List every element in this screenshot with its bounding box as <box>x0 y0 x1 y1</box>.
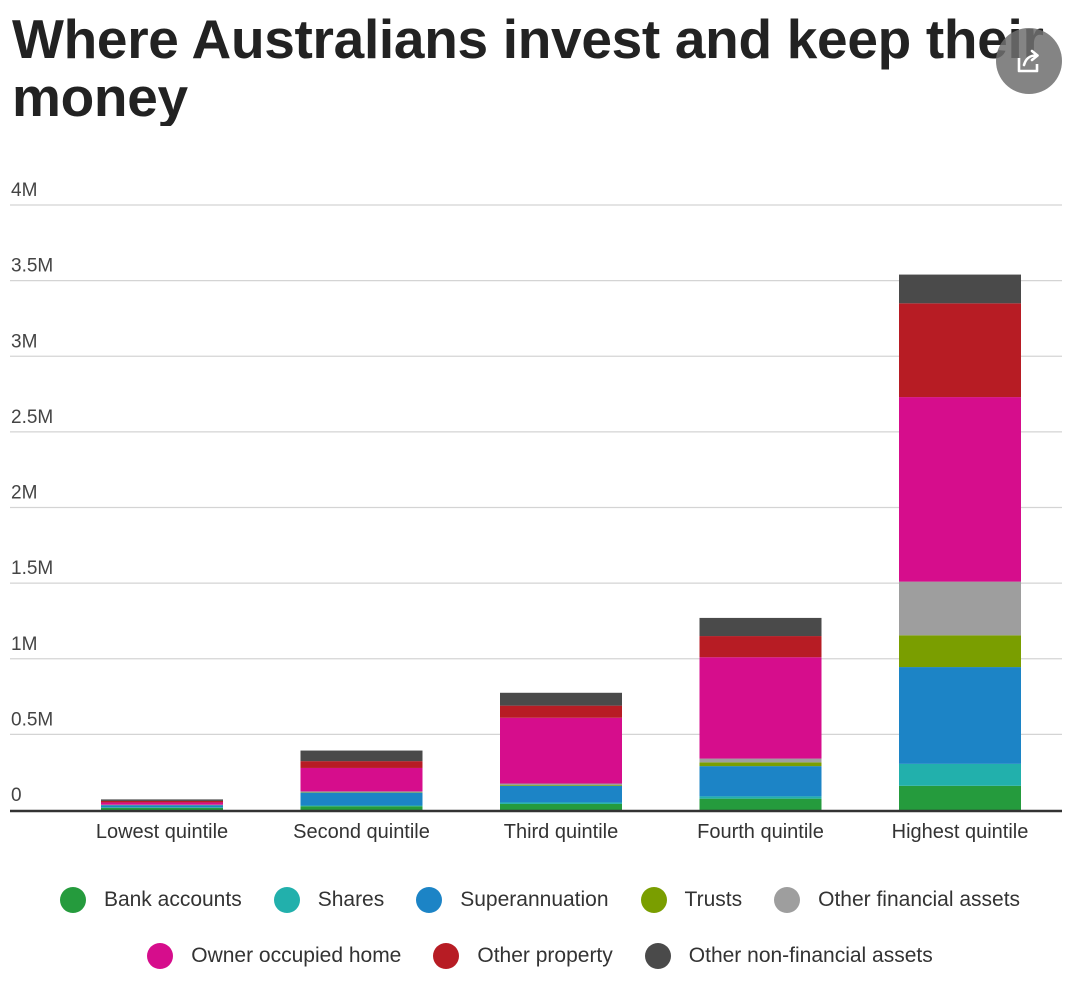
bar-segment-bank-accounts[interactable] <box>899 786 1021 810</box>
legend-swatch-owner-occupied-home <box>147 943 173 969</box>
bar-segment-shares[interactable] <box>899 764 1021 786</box>
legend-item-other-property[interactable]: Other property <box>433 943 612 969</box>
x-tick-label: Lowest quintile <box>96 821 228 843</box>
bar-segment-superannuation[interactable] <box>899 667 1021 764</box>
bar-segment-bank-accounts[interactable] <box>301 806 423 810</box>
legend-item-trusts[interactable]: Trusts <box>641 887 743 913</box>
legend-item-bank-accounts[interactable]: Bank accounts <box>60 887 242 913</box>
bars <box>101 275 1021 810</box>
legend-item-other-non-financial-assets[interactable]: Other non-financial assets <box>645 943 933 969</box>
legend-label-other-property: Other property <box>477 944 612 968</box>
bar-segment-superannuation[interactable] <box>301 793 423 806</box>
legend-item-superannuation[interactable]: Superannuation <box>416 887 608 913</box>
legend-swatch-other-non-financial-assets <box>645 943 671 969</box>
bar-segment-other-property[interactable] <box>899 303 1021 397</box>
legend-swatch-shares <box>274 887 300 913</box>
bar-segment-other-financial-assets[interactable] <box>500 784 622 786</box>
bar-segment-other-non-financial-assets[interactable] <box>301 751 423 762</box>
legend-swatch-other-financial-assets <box>774 887 800 913</box>
bar-segment-owner-occupied-home[interactable] <box>899 397 1021 582</box>
bar-segment-other-property[interactable] <box>101 801 223 803</box>
bar-segment-bank-accounts[interactable] <box>700 799 822 810</box>
share-button[interactable] <box>996 28 1062 94</box>
legend-label-trusts: Trusts <box>685 888 743 912</box>
x-tick-label: Fourth quintile <box>697 821 824 843</box>
stacked-bar-chart: 0 0.5M 1M 1.5M 2M 2.5M 3M 3.5M 4M Lowest quintile… <box>0 170 1080 860</box>
bar-segment-other-property[interactable] <box>500 706 622 718</box>
bar-segment-superannuation[interactable] <box>500 786 622 803</box>
bar-segment-shares[interactable] <box>500 802 622 804</box>
legend-swatch-superannuation <box>416 887 442 913</box>
bar-segment-trusts[interactable] <box>899 635 1021 667</box>
y-tick-label: 2.5M <box>11 407 53 428</box>
bar-segment-shares[interactable] <box>700 796 822 798</box>
bar-segment-trusts[interactable] <box>500 785 622 786</box>
chart-legend: Bank accounts Shares Superannuation Trus… <box>0 872 1080 984</box>
bar-segment-other-non-financial-assets[interactable] <box>899 275 1021 304</box>
bar-segment-bank-accounts[interactable] <box>500 804 622 810</box>
x-tick-label: Third quintile <box>504 821 619 843</box>
y-tick-label: 4M <box>11 180 37 201</box>
bar-segment-other-non-financial-assets[interactable] <box>101 799 223 801</box>
bar-segment-other-non-financial-assets[interactable] <box>700 618 822 636</box>
bar-segment-other-financial-assets[interactable] <box>700 759 822 763</box>
legend-label-superannuation: Superannuation <box>460 888 608 912</box>
bar-segment-other-financial-assets[interactable] <box>301 791 423 792</box>
bar-segment-other-non-financial-assets[interactable] <box>500 693 622 706</box>
bar-segment-owner-occupied-home[interactable] <box>101 802 223 804</box>
share-icon <box>1015 47 1043 75</box>
legend-swatch-other-property <box>433 943 459 969</box>
legend-item-shares[interactable]: Shares <box>274 887 385 913</box>
legend-item-owner-occupied-home[interactable]: Owner occupied home <box>147 943 401 969</box>
legend-label-shares: Shares <box>318 888 385 912</box>
y-tick-label: 3.5M <box>11 256 53 277</box>
x-tick-label: Highest quintile <box>892 821 1029 843</box>
legend-swatch-trusts <box>641 887 667 913</box>
legend-label-other-non-financial-assets: Other non-financial assets <box>689 944 933 968</box>
bar-segment-owner-occupied-home[interactable] <box>301 768 423 791</box>
bar-segment-shares[interactable] <box>301 805 423 806</box>
legend-label-owner-occupied-home: Owner occupied home <box>191 944 401 968</box>
bar-segment-trusts[interactable] <box>700 762 822 766</box>
legend-row-1: Bank accounts Shares Superannuation Trus… <box>0 872 1080 928</box>
y-tick-label: 3M <box>11 331 37 352</box>
bar-segment-superannuation[interactable] <box>700 766 822 796</box>
y-tick-label: 2M <box>11 483 37 504</box>
y-tick-label: 1M <box>11 634 37 655</box>
chart-title-line-1: Where Australians invest and keep their <box>12 10 1044 70</box>
legend-item-other-financial-assets[interactable]: Other financial assets <box>774 887 1020 913</box>
bar-segment-superannuation[interactable] <box>101 805 223 807</box>
x-tick-label: Second quintile <box>293 821 430 843</box>
chart-title-line-2: money <box>12 68 1072 126</box>
legend-swatch-bank-accounts <box>60 887 86 913</box>
bar-segment-owner-occupied-home[interactable] <box>500 718 622 784</box>
bar-segment-other-property[interactable] <box>700 636 822 657</box>
bar-segment-owner-occupied-home[interactable] <box>700 657 822 758</box>
bar-segment-bank-accounts[interactable] <box>101 808 223 810</box>
y-tick-label: 1.5M <box>11 558 53 579</box>
bar-segment-other-property[interactable] <box>301 761 423 768</box>
y-tick-label: 0 <box>11 785 22 806</box>
legend-label-bank-accounts: Bank accounts <box>104 888 242 912</box>
bar-segment-other-financial-assets[interactable] <box>899 582 1021 636</box>
legend-label-other-financial-assets: Other financial assets <box>818 888 1020 912</box>
legend-row-2: Owner occupied home Other property Other… <box>0 928 1080 984</box>
y-tick-label: 0.5M <box>11 709 53 730</box>
